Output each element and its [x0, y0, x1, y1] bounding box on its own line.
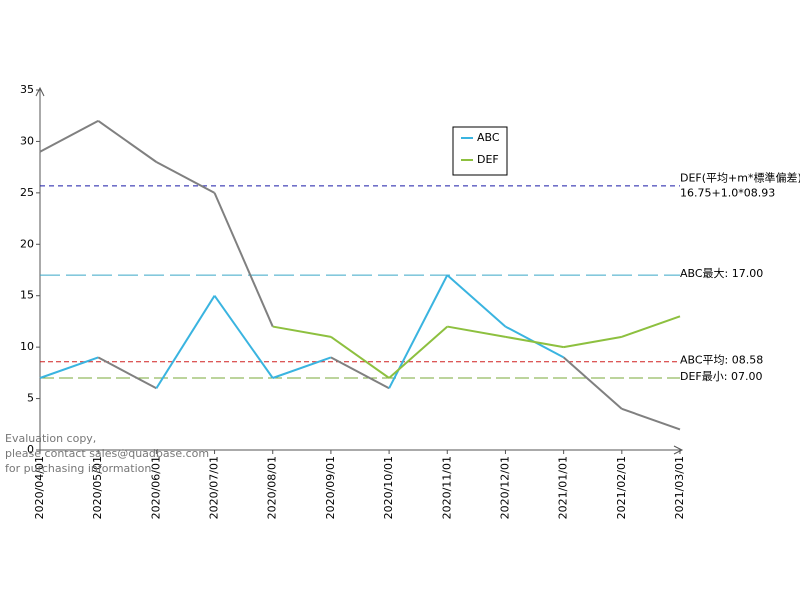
- line-segment: [272, 325, 332, 338]
- x-tick-label: 2021/03/01: [673, 456, 686, 519]
- reference-label: DEF最小: 07.00: [680, 370, 762, 383]
- y-axis-arrow: [35, 86, 45, 97]
- y-tick-label: 35: [20, 83, 34, 96]
- x-tick-label: 2020/07/01: [208, 456, 221, 519]
- line-segment: [562, 356, 623, 410]
- line-segment: [155, 295, 216, 389]
- line-segment: [213, 192, 274, 327]
- reference-label: 16.75+1.0*08.93: [680, 186, 775, 199]
- x-tick-label: 2020/10/01: [382, 456, 395, 519]
- watermark: for purchasing information.: [5, 462, 155, 475]
- legend-label: ABC: [477, 131, 500, 144]
- x-tick-label: 2020/06/01: [149, 456, 162, 519]
- watermark: please contact sales@quadbase.com: [5, 447, 209, 460]
- line-segment: [621, 407, 681, 431]
- line-segment: [446, 274, 507, 328]
- line-segment: [330, 336, 390, 379]
- y-tick-label: 30: [20, 134, 34, 147]
- x-tick-label: 2020/11/01: [440, 456, 453, 519]
- reference-label: ABC最大: 17.00: [680, 266, 763, 280]
- x-axis-arrow: [673, 445, 684, 455]
- line-segment: [155, 161, 216, 194]
- y-tick-label: 5: [27, 392, 34, 405]
- line-segment: [39, 356, 99, 379]
- x-tick-label: 2020/05/01: [91, 456, 104, 519]
- y-tick-label: 0: [27, 443, 34, 456]
- x-tick-label: 2020/08/01: [266, 456, 279, 519]
- y-tick-label: 15: [20, 289, 34, 302]
- x-tick-label: 2020/12/01: [498, 456, 511, 519]
- y-tick-label: 20: [20, 237, 34, 250]
- line-segment: [97, 356, 157, 390]
- y-tick-label: 25: [20, 186, 34, 199]
- x-tick-label: 2021/01/01: [557, 456, 570, 519]
- line-segment: [330, 356, 390, 390]
- x-tick-label: 2021/02/01: [615, 456, 628, 519]
- watermark: Evaluation copy,: [5, 432, 96, 445]
- reference-label: DEF(平均+m*標準偏差):: [680, 170, 800, 184]
- line-segment: [213, 295, 274, 379]
- legend-box: [452, 126, 508, 176]
- line-segment: [621, 315, 681, 338]
- reference-label: ABC平均: 08.58: [680, 354, 763, 367]
- x-tick-label: 2020/04/01: [33, 456, 46, 519]
- line-segment: [505, 335, 564, 349]
- line-segment: [272, 356, 332, 379]
- line-segment: [388, 325, 448, 379]
- line-segment: [447, 325, 506, 338]
- legend-label: DEF: [477, 153, 499, 166]
- line-segment: [563, 335, 622, 349]
- y-tick-label: 10: [20, 340, 34, 353]
- line-segment: [39, 119, 99, 153]
- line-segment: [97, 120, 157, 163]
- x-tick-label: 2020/09/01: [324, 456, 337, 519]
